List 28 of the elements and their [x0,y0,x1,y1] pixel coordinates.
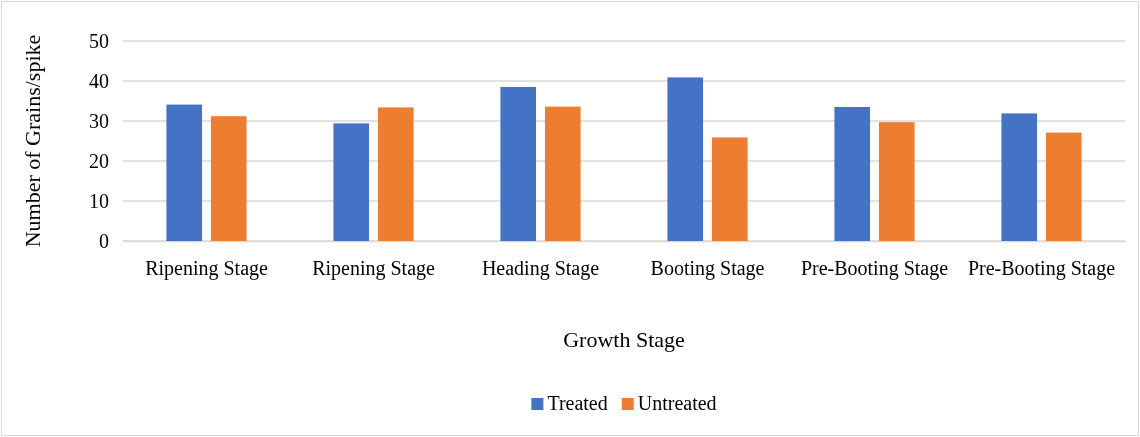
x-tick-label: Pre-Booting Stage [800,257,949,281]
bar [544,106,581,241]
bar [333,123,370,241]
bar [711,137,748,241]
x-tick-label: Pre-Booting Stage [967,257,1116,281]
x-tick-label: Ripening Stage [312,257,435,281]
bar [1001,113,1038,241]
y-tick-label: 50 [89,29,109,52]
y-tick-label: 10 [89,189,109,212]
y-tick-label: 0 [99,229,109,252]
bar [1045,132,1082,241]
x-tick-label: Heading Stage [481,257,600,281]
y-tick-label: 20 [89,149,109,172]
legend-label: Untreated [637,392,717,414]
y-tick-label: 40 [89,69,109,92]
legend-label: Treated [547,392,608,414]
y-tick-label: 30 [89,109,109,132]
x-axis-title: Growth Stage [563,327,685,352]
x-tick-label: Booting Stage [650,257,765,281]
bar [377,107,414,241]
bar [878,122,915,241]
bar [667,77,704,241]
y-axis-title: Number of Grains/spike [20,34,45,248]
x-tick-label: Ripening Stage [145,257,268,281]
bar [166,104,203,241]
bar [500,87,537,241]
bar [210,116,247,241]
bar [834,107,871,241]
